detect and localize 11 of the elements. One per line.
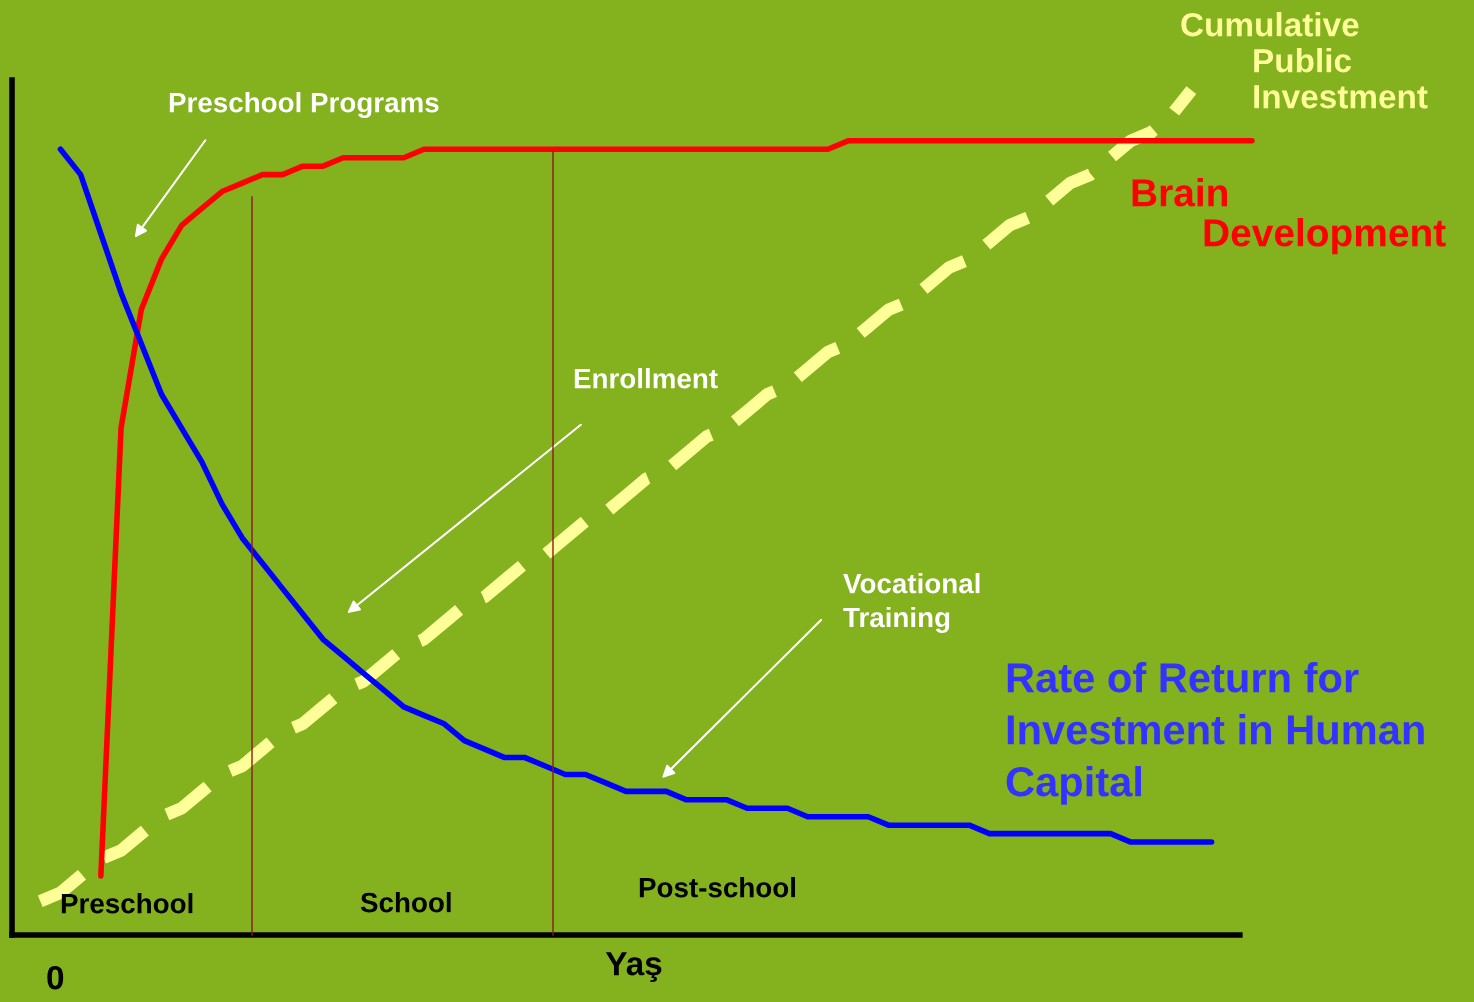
x-axis-title: Yaş: [605, 952, 662, 983]
annotation: Preschool Programs: [169, 92, 439, 119]
annotation: Vocational Training: [843, 573, 980, 633]
series-label: Rate of Return for Investment in Human Capital: [1006, 662, 1424, 805]
annotation: Post-school: [639, 877, 795, 898]
series-label: Cumulative Public Investment: [1181, 12, 1428, 109]
annotation: School: [360, 892, 451, 913]
series-label: Brain Development: [1132, 178, 1446, 255]
annotation: Enrollment: [574, 368, 718, 389]
annotation: Preschool: [61, 893, 193, 914]
text: 0: [47, 965, 64, 990]
